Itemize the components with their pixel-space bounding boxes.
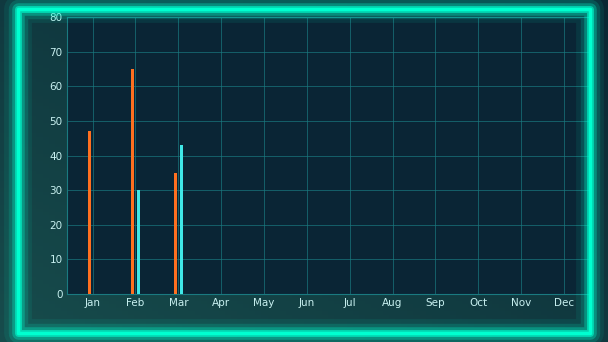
- Bar: [131, 69, 134, 294]
- Bar: [88, 131, 91, 294]
- Bar: [174, 173, 177, 294]
- Bar: [179, 145, 183, 294]
- Bar: [137, 190, 140, 294]
